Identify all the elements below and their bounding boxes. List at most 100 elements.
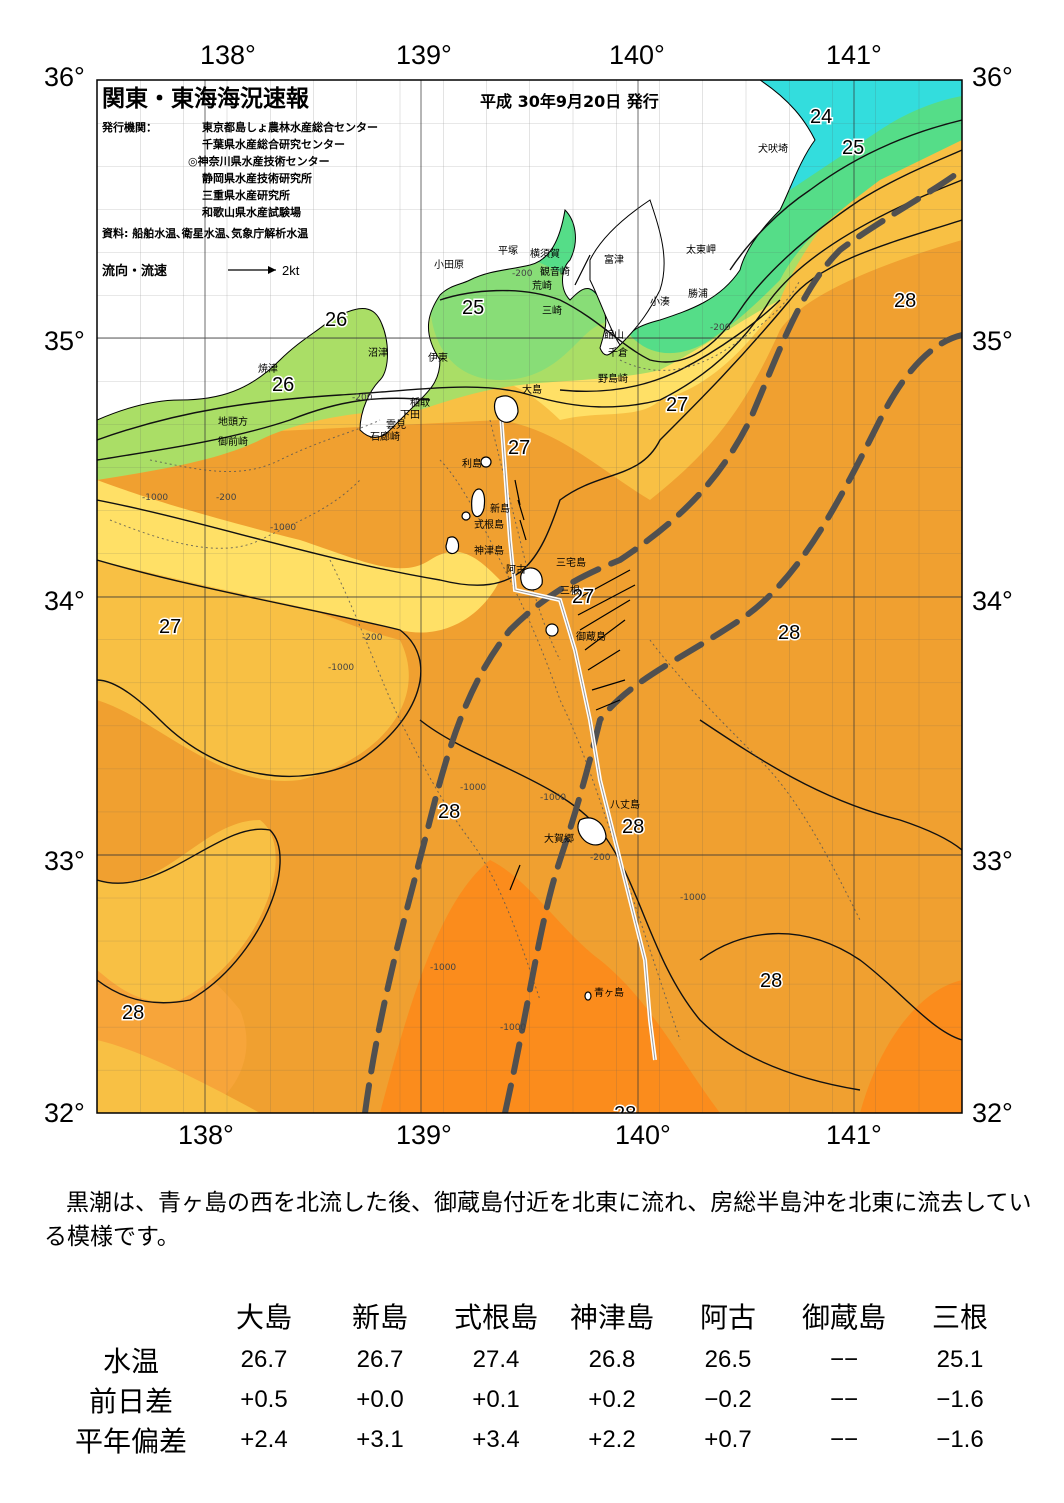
isotherm-27-north (97, 179, 962, 441)
issuer-item: 静岡県水産技術研究所 (202, 171, 312, 185)
isotherm-28-west (97, 559, 422, 778)
issuer-item: 和歌山県水産試験場 (202, 205, 301, 219)
table-cell: −− (829, 1346, 859, 1373)
place-label: 三崎 (542, 304, 562, 317)
place-label: 地頭方 (218, 415, 248, 428)
table-cell: 26.5 (704, 1346, 752, 1373)
isotherm-label: 28 (438, 801, 460, 823)
table-cell: −0.2 (704, 1386, 752, 1413)
isotherm-label: 28 (614, 1103, 636, 1125)
table-cell: +0.5 (240, 1386, 288, 1413)
issuer-item: 三重県水産研究所 (202, 188, 290, 202)
place-label: 利島 (462, 457, 482, 470)
lat-label-36-right: 36° (972, 62, 1013, 92)
place-label: 雲見 (386, 419, 406, 431)
table-cell: 26.7 (356, 1346, 404, 1373)
temperature-table: 大島 新島 式根島 神津島 阿古 御蔵島 三根 水温 26.7 26.7 27.… (56, 1292, 1018, 1460)
isotherm-25 (439, 149, 962, 363)
lat-label-35-left: 35° (44, 326, 85, 356)
isotherm-28-north (97, 219, 962, 586)
current-arrows (509, 254, 636, 891)
table-cell: −− (829, 1386, 859, 1413)
island-mikurajima (545, 623, 559, 637)
table-cell: 25.1 (936, 1346, 984, 1373)
place-label: 千倉 (608, 346, 628, 359)
isotherm-label: 28 (894, 290, 916, 312)
kuroshio-axis-main (362, 167, 962, 1113)
place-label: 石廊崎 (370, 430, 400, 443)
table-row: 前日差 +0.5 +0.0 +0.1 +0.2 −0.2 −− −1.6 (56, 1380, 1018, 1420)
legend-current-label: 流向・流速 (102, 263, 167, 279)
lat-label-34-right: 34° (972, 586, 1013, 616)
row-header: 前日差 (88, 1385, 173, 1418)
depth-label: -1000 (540, 793, 566, 803)
isotherm-27-south (419, 719, 861, 1091)
place-label: 神津島 (474, 544, 504, 557)
depth-label: -1000 (680, 893, 706, 903)
place-label: 横須賀 (530, 247, 560, 260)
legend-arrowhead-icon (268, 266, 276, 274)
isotherm-label: 28 (760, 970, 782, 992)
place-label: 伊東 (428, 351, 448, 364)
island-aogashima (584, 991, 592, 1001)
isotherm-label: 28 (622, 816, 644, 838)
row-header: 平年偏差 (74, 1425, 187, 1458)
data-source: 資料: 船舶水温､衛星水温､気象庁解析水温 (102, 226, 308, 240)
isotherm-label: 24 (810, 106, 832, 128)
isotherm-24 (729, 119, 962, 271)
table-cell: +0.2 (588, 1386, 636, 1413)
isotherm-label: 26 (272, 374, 294, 396)
place-label: 荒崎 (532, 279, 552, 292)
place-label: 大島 (522, 383, 542, 396)
depth-label: -200 (512, 269, 533, 279)
place-label: 館山 (604, 328, 624, 341)
table-cell: +3.4 (472, 1426, 520, 1453)
issuer-item: ◎神奈川県水産技術センター (188, 154, 330, 168)
place-label: 太東岬 (686, 243, 716, 256)
depth-label: -200 (710, 323, 731, 333)
lat-label-32-right: 32° (972, 1098, 1013, 1128)
table-row: 平年偏差 +2.4 +3.1 +3.4 +2.2 +0.7 −− −1.6 (56, 1420, 1018, 1460)
island-hachijojima (577, 817, 607, 846)
island-miyakejima (520, 567, 543, 591)
place-label: 大賀郷 (544, 832, 574, 845)
island-shikinejima (461, 511, 471, 521)
isotherm-label: 28 (122, 1002, 144, 1024)
lat-label-33-right: 33° (972, 846, 1013, 876)
lon-label-138-top: 138° (200, 40, 256, 70)
map-title: 関東・東海海況速報 (102, 85, 310, 112)
issue-date: 平成 30年9月20日 発行 (480, 92, 659, 111)
isotherm-label: 27 (159, 616, 181, 638)
island-toshima (480, 456, 492, 468)
depth-contour-200-izu (489, 419, 561, 661)
issuer-label: 発行機関： (101, 120, 157, 134)
isotherm-label: 25 (842, 137, 864, 159)
sea-temperature-map: -200 -1000 -200 -1000 -200 -200 -1000 -1… (96, 79, 963, 1125)
depth-contour-1000-west (109, 479, 361, 549)
place-label: 平塚 (498, 245, 518, 257)
depth-label: -1000 (460, 783, 486, 793)
column-header: 阿古 (699, 1301, 756, 1334)
place-label: 下田 (400, 410, 420, 421)
place-label: 犬吠埼 (758, 142, 788, 155)
place-label: 勝浦 (688, 287, 708, 300)
place-label: 焼津 (258, 363, 278, 375)
ship-track-edge (499, 399, 656, 1061)
column-header: 式根島 (453, 1301, 538, 1334)
place-label: 三根 (560, 584, 580, 597)
lon-label-140-bottom: 140° (615, 1120, 671, 1150)
table-cell: +0.1 (472, 1386, 520, 1413)
isotherm-26 (97, 397, 431, 461)
place-label: 小湊 (650, 295, 670, 308)
isotherm-label: 26 (325, 309, 347, 331)
lat-label-33-left: 33° (44, 846, 85, 876)
column-header: 御蔵島 (801, 1301, 886, 1334)
isotherm-label: 27 (508, 437, 530, 459)
isotherm-label: 25 (462, 297, 484, 319)
depth-label: -1000 (430, 963, 456, 973)
column-header: 神津島 (569, 1301, 654, 1334)
isotherm-28-southeast (699, 933, 962, 1041)
depth-contour-200-boso (619, 279, 801, 371)
isotherm-28-east (699, 719, 962, 851)
depth-label: -200 (216, 493, 237, 503)
